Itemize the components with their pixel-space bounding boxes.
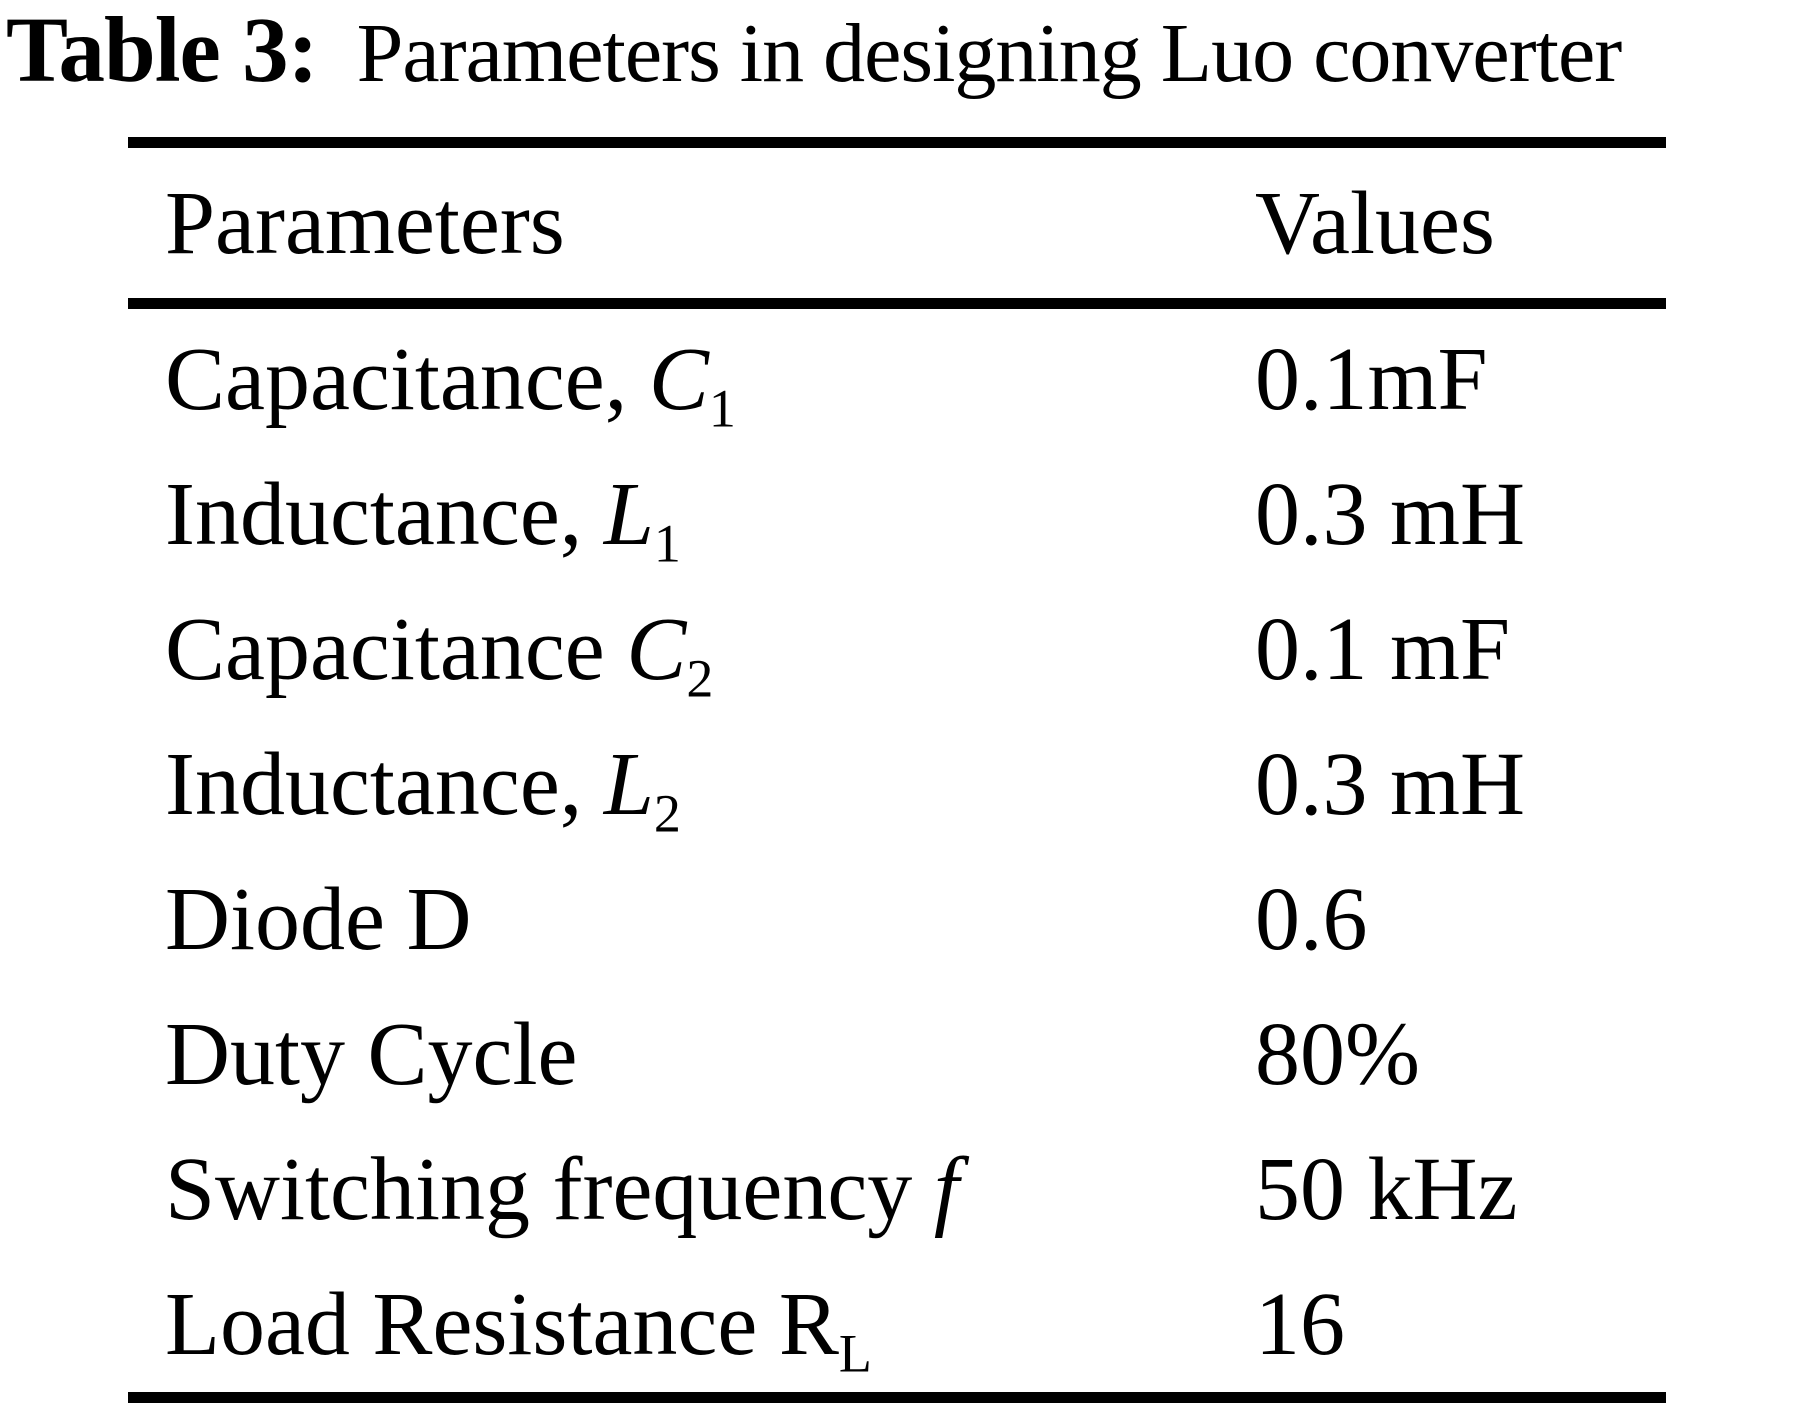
parameter-subscript: 1 bbox=[653, 513, 681, 574]
table-row: Inductance, L2 0.3 mH bbox=[128, 717, 1666, 852]
parameter-name: Switching frequency f bbox=[165, 1140, 959, 1239]
column-header-parameters: Parameters bbox=[165, 173, 565, 273]
parameter-symbol: D bbox=[406, 870, 472, 969]
parameter-subscript: L bbox=[838, 1323, 872, 1384]
parameter-name: Duty Cycle bbox=[165, 1005, 578, 1104]
parameter-value: 50 kHz bbox=[1255, 1140, 1518, 1239]
parameter-value: 0.3 mH bbox=[1255, 465, 1525, 564]
parameter-name: Capacitance C2 bbox=[165, 600, 714, 709]
parameter-symbol: L bbox=[603, 735, 654, 834]
parameter-symbol: C bbox=[648, 330, 709, 429]
table-caption-label: Table 3: bbox=[6, 0, 319, 102]
parameter-value: 0.1mF bbox=[1255, 330, 1488, 429]
parameter-value: 0.1 mF bbox=[1255, 600, 1511, 699]
parameter-value: 16 bbox=[1255, 1275, 1345, 1374]
parameter-symbol: C bbox=[626, 600, 687, 699]
table-row: Inductance, L1 0.3 mH bbox=[128, 447, 1666, 582]
parameter-name: Capacitance, C1 bbox=[165, 330, 736, 439]
parameter-value: 0.3 mH bbox=[1255, 735, 1525, 834]
parameter-symbol: R bbox=[778, 1275, 839, 1374]
table-caption: Table 3: Parameters in designing Luo conv… bbox=[6, 0, 1623, 102]
parameter-name: Load Resistance RL bbox=[165, 1275, 872, 1384]
table-row: Switching frequency f 50 kHz bbox=[128, 1122, 1666, 1257]
table-row: Load Resistance RL 16 bbox=[128, 1257, 1666, 1392]
parameter-value: 80% bbox=[1255, 1005, 1420, 1104]
parameter-symbol: L bbox=[603, 465, 654, 564]
parameter-subscript: 2 bbox=[653, 783, 681, 844]
parameter-name: Diode D bbox=[165, 870, 472, 969]
table-row: Duty Cycle 80% bbox=[128, 987, 1666, 1122]
table-rule-header-divider bbox=[128, 298, 1666, 309]
table-row: Capacitance, C1 0.1mF bbox=[128, 312, 1666, 447]
table-caption-text: Parameters in designing Luo converter bbox=[356, 7, 1623, 100]
parameter-subscript: 1 bbox=[708, 378, 736, 439]
table-header-row: Parameters Values bbox=[128, 148, 1666, 298]
parameter-name: Inductance, L1 bbox=[165, 465, 681, 574]
parameter-name: Inductance, L2 bbox=[165, 735, 681, 844]
table-rule-bottom bbox=[128, 1392, 1666, 1403]
column-header-values: Values bbox=[1255, 173, 1495, 273]
parameter-symbol: f bbox=[933, 1140, 959, 1239]
table-row: Diode D 0.6 bbox=[128, 852, 1666, 987]
parameter-value: 0.6 bbox=[1255, 870, 1368, 969]
table-row: Capacitance C2 0.1 mF bbox=[128, 582, 1666, 717]
table-rule-top bbox=[128, 137, 1666, 148]
parameter-subscript: 2 bbox=[686, 648, 714, 709]
